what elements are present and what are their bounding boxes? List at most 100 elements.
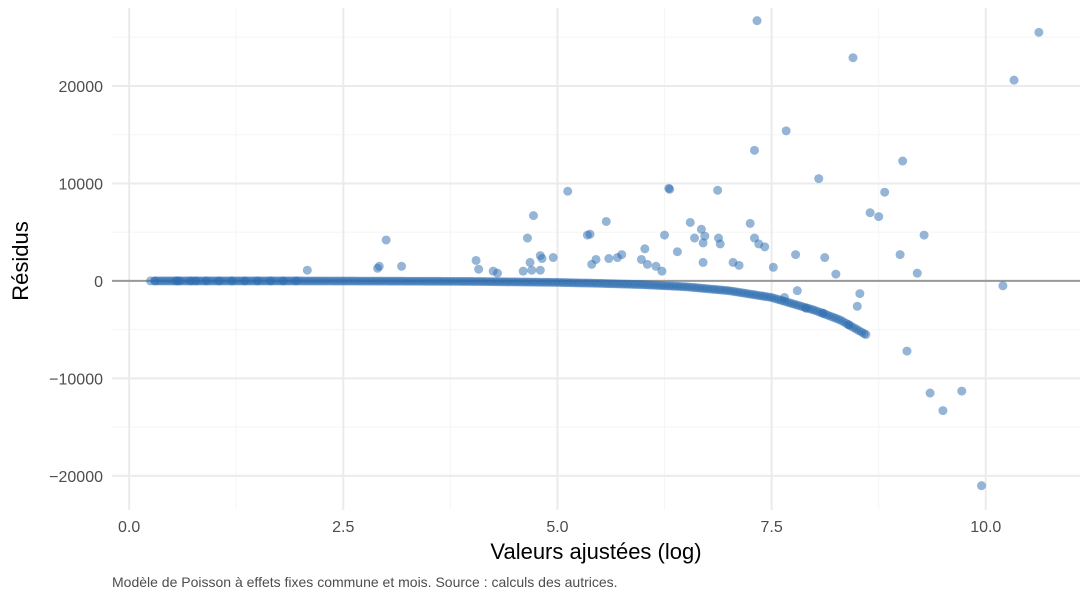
- scatter-point: [752, 16, 762, 26]
- scatter-point: [374, 261, 384, 271]
- scatter-point: [690, 233, 700, 243]
- scatter-point: [291, 276, 301, 286]
- scatter-point: [874, 212, 884, 222]
- y-tick-label: −10000: [49, 371, 103, 388]
- scatter-point: [474, 264, 484, 274]
- scatter-point: [381, 235, 391, 245]
- scatter-point: [665, 184, 675, 194]
- scatter-point: [760, 242, 770, 252]
- scatter-point: [617, 250, 627, 260]
- scatter-point: [768, 262, 778, 272]
- scatter-point: [537, 254, 547, 264]
- scatter-point: [174, 276, 184, 286]
- scatter-point: [492, 268, 502, 278]
- scatter-point: [814, 174, 824, 184]
- scatter-point: [685, 217, 695, 227]
- scatter-point: [880, 187, 890, 197]
- scatter-point: [852, 301, 862, 311]
- scatter-point: [818, 308, 828, 318]
- scatter-point: [397, 261, 407, 271]
- scatter-point: [528, 211, 538, 221]
- x-tick-label: 7.5: [760, 519, 782, 536]
- scatter-point: [861, 330, 871, 340]
- scatter-point: [636, 254, 646, 264]
- scatter-point: [585, 229, 595, 239]
- scatter-point: [640, 244, 650, 254]
- scatter-point: [591, 254, 601, 264]
- scatter-point: [855, 289, 865, 299]
- scatter-points: [146, 16, 1044, 491]
- y-tick-label: 0: [94, 274, 103, 291]
- scatter-point: [801, 303, 811, 313]
- scatter-point: [698, 257, 708, 267]
- scatter-point: [844, 320, 854, 330]
- scatter-point: [471, 255, 481, 265]
- scatter-point: [912, 268, 922, 278]
- scatter-point: [734, 260, 744, 270]
- scatter-point: [265, 276, 275, 286]
- y-tick-label: 10000: [59, 176, 104, 193]
- scatter-point: [518, 266, 528, 276]
- scatter-point: [214, 276, 224, 286]
- scatter-point: [865, 208, 875, 218]
- y-tick-label: −20000: [49, 469, 103, 486]
- scatter-point: [919, 230, 929, 240]
- scatter-point: [938, 406, 948, 416]
- y-axis-title: Résidus: [8, 221, 33, 300]
- scatter-point: [781, 126, 791, 136]
- x-axis-tick-labels: 0.0 2.5 5.0 7.5 10.0: [118, 519, 1001, 536]
- scatter-point: [895, 250, 905, 260]
- scatter-point: [150, 276, 160, 286]
- grid: [112, 8, 1080, 510]
- scatter-point: [302, 265, 312, 275]
- scatter-point: [601, 216, 611, 226]
- scatter-point: [715, 239, 725, 249]
- scatter-point: [660, 230, 670, 240]
- scatter-point: [535, 265, 545, 275]
- scatter-point: [253, 276, 263, 286]
- scatter-point: [240, 276, 250, 286]
- scatter-point: [1009, 75, 1019, 85]
- y-tick-label: 20000: [59, 79, 104, 96]
- scatter-point: [227, 276, 237, 286]
- scatter-point: [848, 53, 858, 63]
- scatter-point: [698, 238, 708, 248]
- scatter-point: [604, 254, 614, 264]
- scatter-point: [779, 293, 789, 303]
- scatter-point: [713, 185, 723, 195]
- scatter-point: [696, 224, 706, 234]
- x-axis-title: Valeurs ajustées (log): [490, 539, 701, 564]
- scatter-point: [831, 269, 841, 279]
- scatter-point: [525, 257, 535, 267]
- scatter-point: [1034, 27, 1044, 37]
- scatter-point: [548, 253, 558, 263]
- scatter-point: [749, 145, 759, 155]
- dense-trend-points: [150, 276, 869, 339]
- scatter-point: [925, 388, 935, 398]
- scatter-point: [527, 265, 537, 275]
- scatter-point: [191, 276, 201, 286]
- scatter-point: [642, 259, 652, 269]
- x-tick-label: 0.0: [118, 519, 140, 536]
- scatter-point: [278, 276, 288, 286]
- scatter-point: [792, 286, 802, 296]
- scatter-point: [745, 218, 755, 228]
- scatter-point: [957, 386, 967, 396]
- scatter-point: [672, 247, 682, 257]
- scatter-point: [820, 253, 830, 263]
- scatter-point: [998, 281, 1008, 291]
- scatter-point: [700, 231, 710, 241]
- scatter-point: [657, 266, 667, 276]
- scatter-point: [898, 156, 908, 166]
- x-tick-label: 10.0: [970, 519, 1001, 536]
- scatter-point: [902, 346, 912, 356]
- scatter-point: [563, 186, 573, 196]
- scatter-point: [522, 233, 532, 243]
- x-tick-label: 5.0: [546, 519, 568, 536]
- x-tick-label: 2.5: [332, 519, 354, 536]
- chart-caption: Modèle de Poisson à effets fixes commune…: [112, 574, 618, 590]
- scatter-point: [791, 250, 801, 260]
- y-axis-tick-labels: −20000 −10000 0 10000 20000: [49, 79, 103, 486]
- scatter-point: [651, 261, 661, 271]
